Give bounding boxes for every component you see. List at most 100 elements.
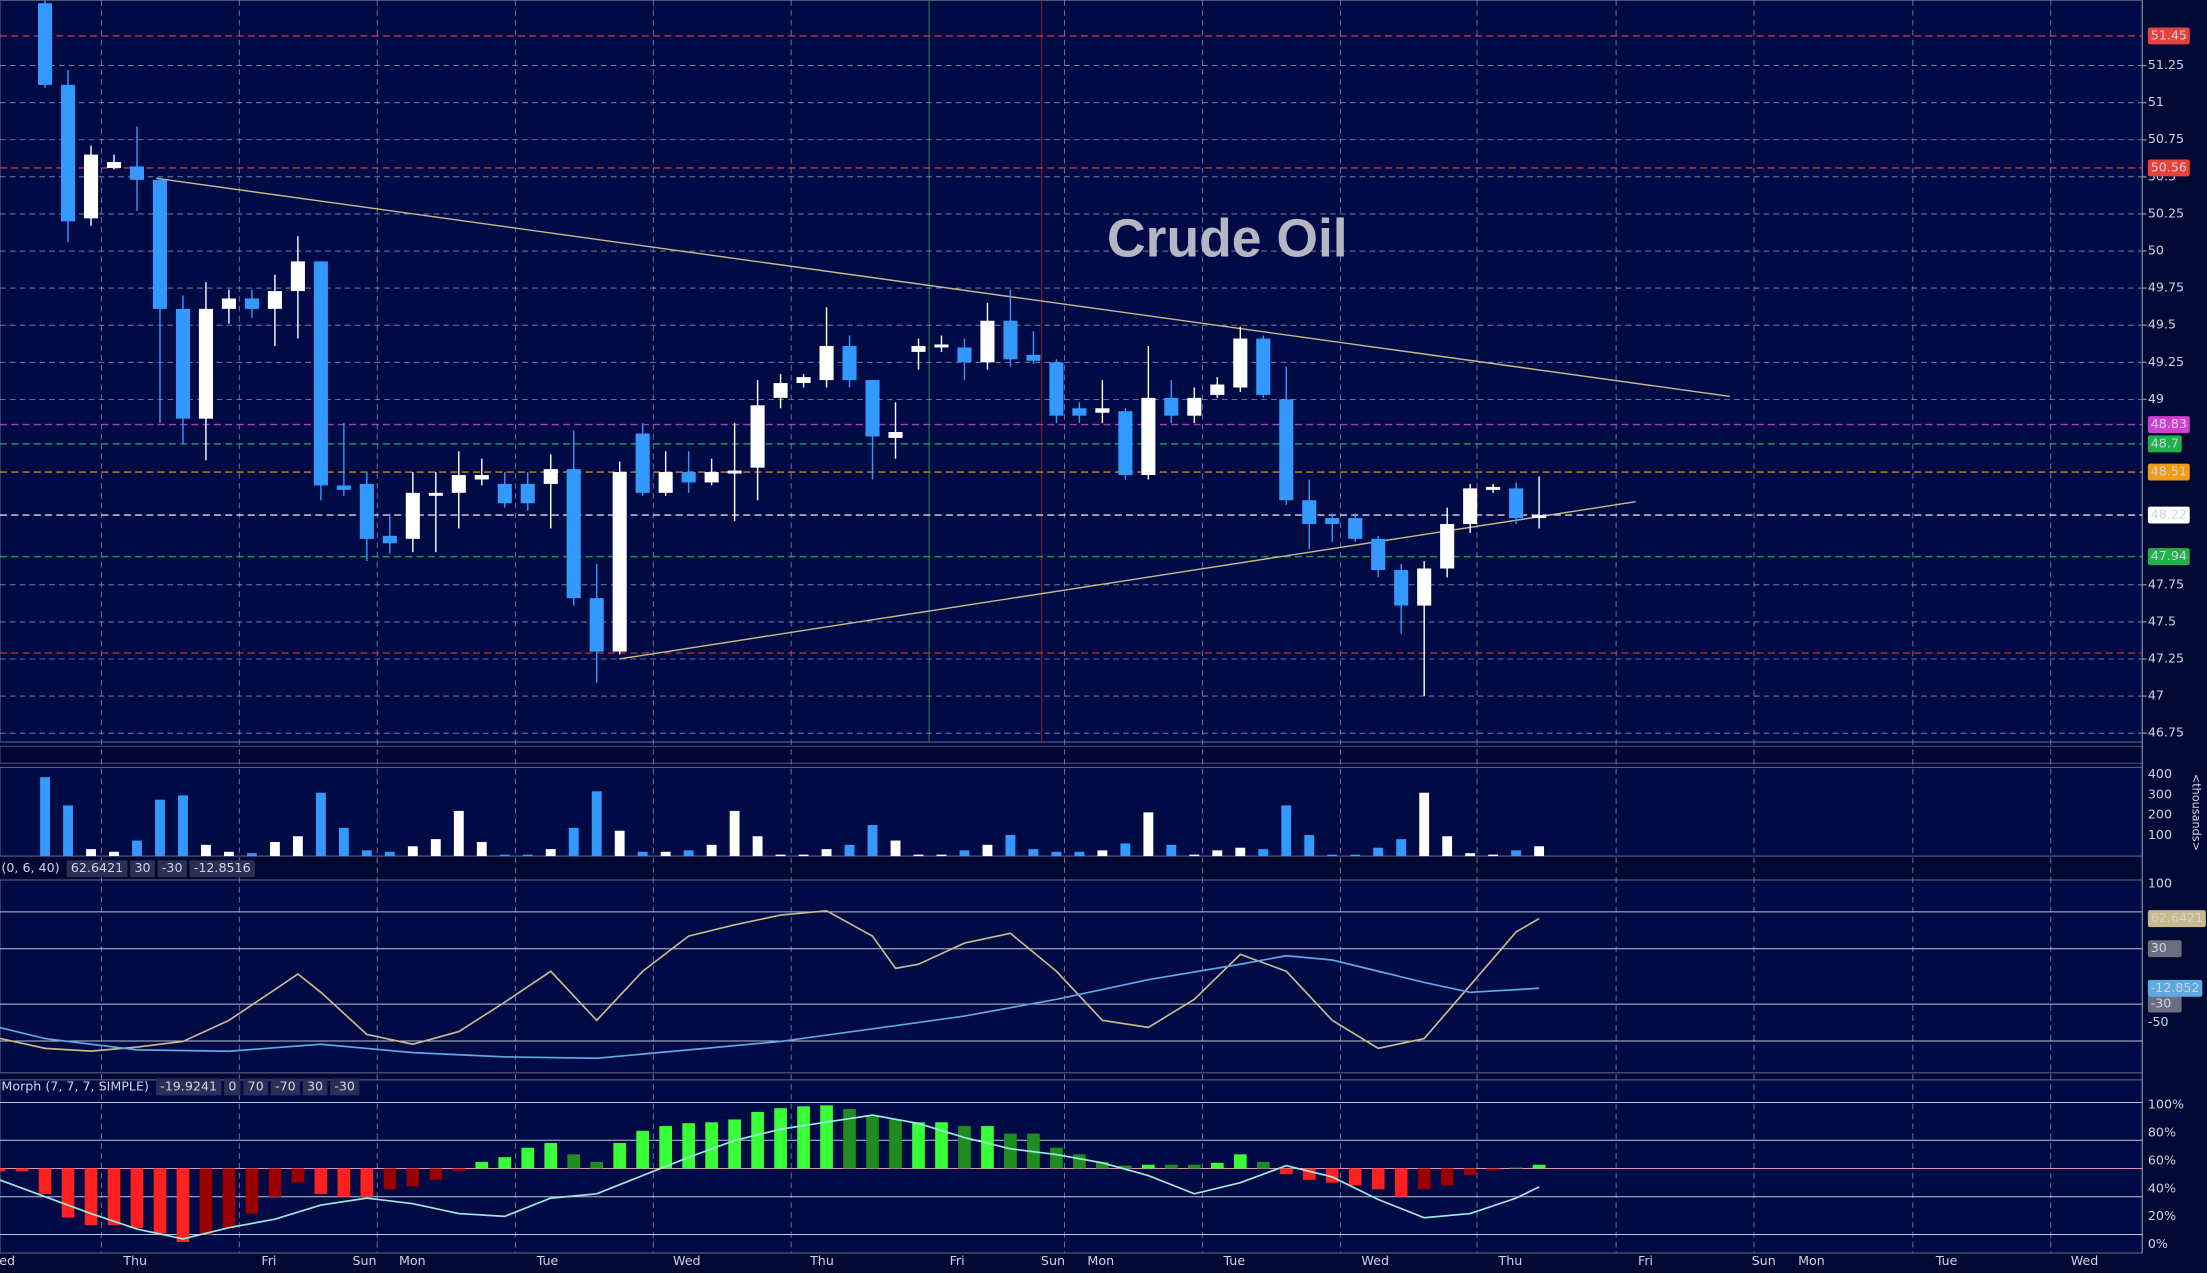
volume-bar xyxy=(1304,835,1315,857)
volume-bar xyxy=(660,851,671,857)
y-tick-label: 49.5 xyxy=(2148,317,2176,332)
x-tick-label: Sun xyxy=(1752,1253,1776,1268)
volume-bar xyxy=(637,851,648,857)
volume-bar xyxy=(224,851,234,857)
candle-body xyxy=(589,598,604,652)
price-level-label: 48.7 xyxy=(2151,435,2179,450)
y-tick-label: 49 xyxy=(2148,391,2164,406)
header-label: -30 xyxy=(162,860,183,875)
candle-body xyxy=(1256,338,1271,395)
candle-body xyxy=(198,308,213,419)
histogram-bar xyxy=(452,1168,466,1172)
histogram-bar xyxy=(360,1168,374,1197)
volume-bar xyxy=(292,836,303,857)
header-label: (0, 6, 40) xyxy=(1,860,59,875)
volume-bar xyxy=(1074,851,1085,857)
candle-body xyxy=(267,291,282,309)
price-level-label: 48.83 xyxy=(2151,416,2187,431)
x-tick-label: Sun xyxy=(1041,1253,1065,1268)
candle-body xyxy=(1509,488,1524,519)
volume-bar xyxy=(1327,854,1338,857)
volume-bar xyxy=(1281,805,1292,857)
y2-tick-label: 60% xyxy=(2148,1152,2176,1167)
candle-body xyxy=(704,472,719,483)
morph-line xyxy=(0,1114,1540,1240)
histogram-bar xyxy=(222,1168,236,1228)
volume-bar xyxy=(407,846,418,857)
candle-body xyxy=(796,377,811,384)
candle-body xyxy=(290,261,305,292)
volume-bar xyxy=(384,851,395,857)
volume-bar xyxy=(729,810,740,857)
histogram-bar xyxy=(797,1106,810,1169)
price-level-label-box xyxy=(2147,435,2182,453)
candle-body xyxy=(221,298,236,309)
candle-body xyxy=(1371,538,1386,570)
header-box xyxy=(224,1078,241,1096)
y-tick-label: 51.25 xyxy=(2148,57,2184,72)
volume-bar xyxy=(1166,844,1177,857)
candle-body xyxy=(520,483,535,504)
y-tick-label: 50.25 xyxy=(2148,205,2184,220)
price-level-label: 48.51 xyxy=(2151,464,2187,479)
histogram-bar xyxy=(820,1105,833,1169)
y-tick-label: 46.75 xyxy=(2148,725,2184,740)
price-level-label-box xyxy=(2147,463,2190,481)
histogram-bar xyxy=(1463,1168,1477,1176)
volume-bar xyxy=(890,840,901,857)
trend-line xyxy=(156,177,1730,398)
histogram-bar xyxy=(1302,1168,1316,1180)
volume-bar xyxy=(798,854,809,857)
axis-title: <thousands> xyxy=(2190,774,2203,851)
volume-bar xyxy=(1028,849,1039,857)
volume-bar xyxy=(430,839,441,857)
candle-body xyxy=(865,380,880,437)
price-level-label: 51.45 xyxy=(2151,27,2187,42)
volume-bar xyxy=(1350,854,1361,857)
histogram-bar xyxy=(1142,1164,1155,1169)
candle-body xyxy=(911,345,926,352)
candle-body xyxy=(635,433,650,493)
histogram-bar xyxy=(130,1168,144,1228)
histogram-bar xyxy=(107,1168,121,1226)
candle-body xyxy=(451,475,466,493)
candle-body xyxy=(819,345,834,381)
y-tick-label: 47 xyxy=(2148,688,2164,703)
histogram-bar xyxy=(751,1111,764,1169)
histogram-bar xyxy=(1348,1168,1362,1186)
volume-bar xyxy=(1258,849,1269,857)
osc-line xyxy=(0,909,1540,1052)
candle-body xyxy=(980,320,995,363)
histogram-bar xyxy=(1394,1168,1408,1197)
candle-body xyxy=(60,84,76,222)
y-tick-label: 49.25 xyxy=(2148,354,2184,369)
candle-body xyxy=(1486,486,1501,490)
price-level-label: 48.22 xyxy=(2151,507,2187,522)
histogram-bar xyxy=(429,1168,443,1180)
histogram-bar xyxy=(176,1168,190,1243)
histogram-bar xyxy=(1417,1168,1431,1190)
volume-bar xyxy=(913,854,924,857)
panel xyxy=(0,1079,2143,1254)
histogram-bar xyxy=(1256,1161,1270,1169)
candle-body xyxy=(474,475,489,480)
volume-bar xyxy=(683,850,694,857)
histogram-bar xyxy=(613,1143,627,1169)
trend-line xyxy=(619,501,1636,660)
volume-bar xyxy=(269,841,280,857)
histogram-bar xyxy=(659,1126,672,1169)
candle-body xyxy=(1118,411,1133,476)
y2-tick-label: 0% xyxy=(2148,1236,2168,1251)
header-label: -12.8516 xyxy=(194,860,251,875)
volume-bar xyxy=(1097,850,1108,857)
histogram-bar xyxy=(38,1168,52,1194)
y2-tick-label: 40% xyxy=(2148,1180,2176,1195)
candle-body xyxy=(152,179,168,309)
x-tick-label: Mon xyxy=(399,1253,426,1268)
last-value-label: -12.852 xyxy=(2151,980,2200,995)
candle-body xyxy=(129,166,145,180)
candle-body xyxy=(175,308,191,419)
volume-bar xyxy=(844,844,855,857)
candle-body xyxy=(336,485,351,490)
